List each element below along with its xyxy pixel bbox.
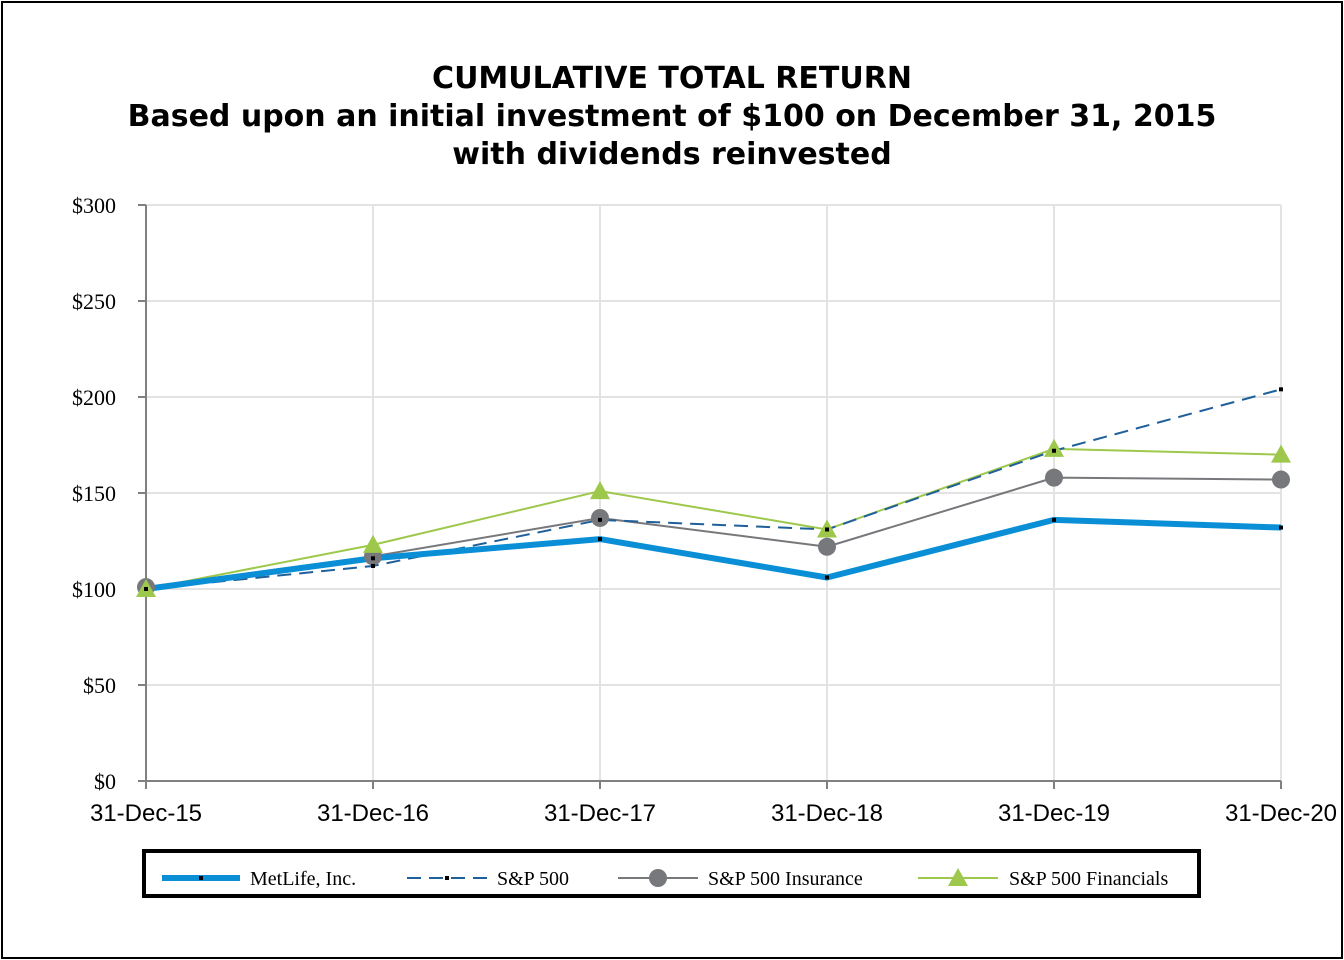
x-tick-label: 31-Dec-19 [998,800,1110,827]
chart-subtitle-line-1: Based upon an initial investment of $100… [128,99,1217,134]
marker-dot-s0-p1 [371,556,375,561]
marker-circle-s2-p5 [1272,470,1290,489]
legend-label-3: S&P 500 Financials [1009,868,1168,890]
marker-triangle-s3-p4 [1044,438,1064,457]
series-line-0 [145,516,1282,592]
y-tick-label: $250 [72,289,116,314]
x-tick-label: 31-Dec-15 [90,800,202,827]
x-axis-ticks: 31-Dec-15 31-Dec-16 31-Dec-17 31-Dec-18 31-D… [90,781,1337,827]
x-tick-label: 31-Dec-17 [544,800,656,827]
y-tick-label: $200 [72,385,116,410]
series-line-3 [145,447,1282,590]
marker-dot-s1-p5 [1279,387,1283,392]
marker-circle-s2-p4 [1045,468,1063,487]
x-tick-label: 31-Dec-20 [1225,800,1337,827]
y-tick-label: $100 [72,577,116,602]
legend-box [142,849,1201,898]
series-line-1 [145,388,1282,590]
y-axis-ticks: $0 $50 $100 $150 $200 $250 $300 [72,193,146,794]
x-tick-label: 31-Dec-18 [771,800,883,827]
y-tick-label: $150 [72,481,116,506]
series-line-2 [145,476,1282,589]
y-tick-label: $300 [72,193,116,218]
marker-circle-s2-p3 [818,537,836,556]
marker-dot-s1-p1 [371,563,375,568]
legend-label-2: S&P 500 Insurance [708,868,863,890]
marker-dot-legend-1 [445,876,449,880]
marker-dot-s0-p2 [598,537,602,542]
marker-triangle-s3-p1 [363,534,383,553]
marker-dot-s0-p5 [1279,525,1283,530]
marker-dot-s0-p0 [144,587,148,591]
marker-triangle-s3-p2 [590,481,610,500]
marker-triangle-legend-3 [948,868,968,886]
marker-dot-s0-p4 [1052,517,1056,522]
marker-circle-legend-2 [649,869,667,887]
series-lines [136,387,1291,597]
y-tick-label: $0 [94,769,116,794]
legend: MetLife, Inc. S&P 500 S&P 500 Insurance S&P… [142,849,1201,898]
x-tick-label: 31-Dec-16 [317,800,429,827]
marker-dot-s1-p3 [825,527,829,532]
legend-label-1: S&P 500 [497,868,569,890]
chart-subtitle-line-2: with dividends reinvested [452,137,891,172]
chart-title-block: CUMULATIVE TOTAL RETURN Based upon an in… [128,61,1217,172]
chart-title: CUMULATIVE TOTAL RETURN [432,61,912,96]
marker-triangle-s3-p5 [1271,444,1291,463]
grid-lines [146,204,1282,781]
legend-label-0: MetLife, Inc. [250,868,356,890]
marker-dot-s1-p4 [1052,448,1056,453]
marker-dot-s1-p2 [598,517,602,522]
y-tick-label: $50 [83,673,116,698]
marker-dot-legend-0 [199,876,203,880]
marker-dot-s0-p3 [825,575,829,580]
